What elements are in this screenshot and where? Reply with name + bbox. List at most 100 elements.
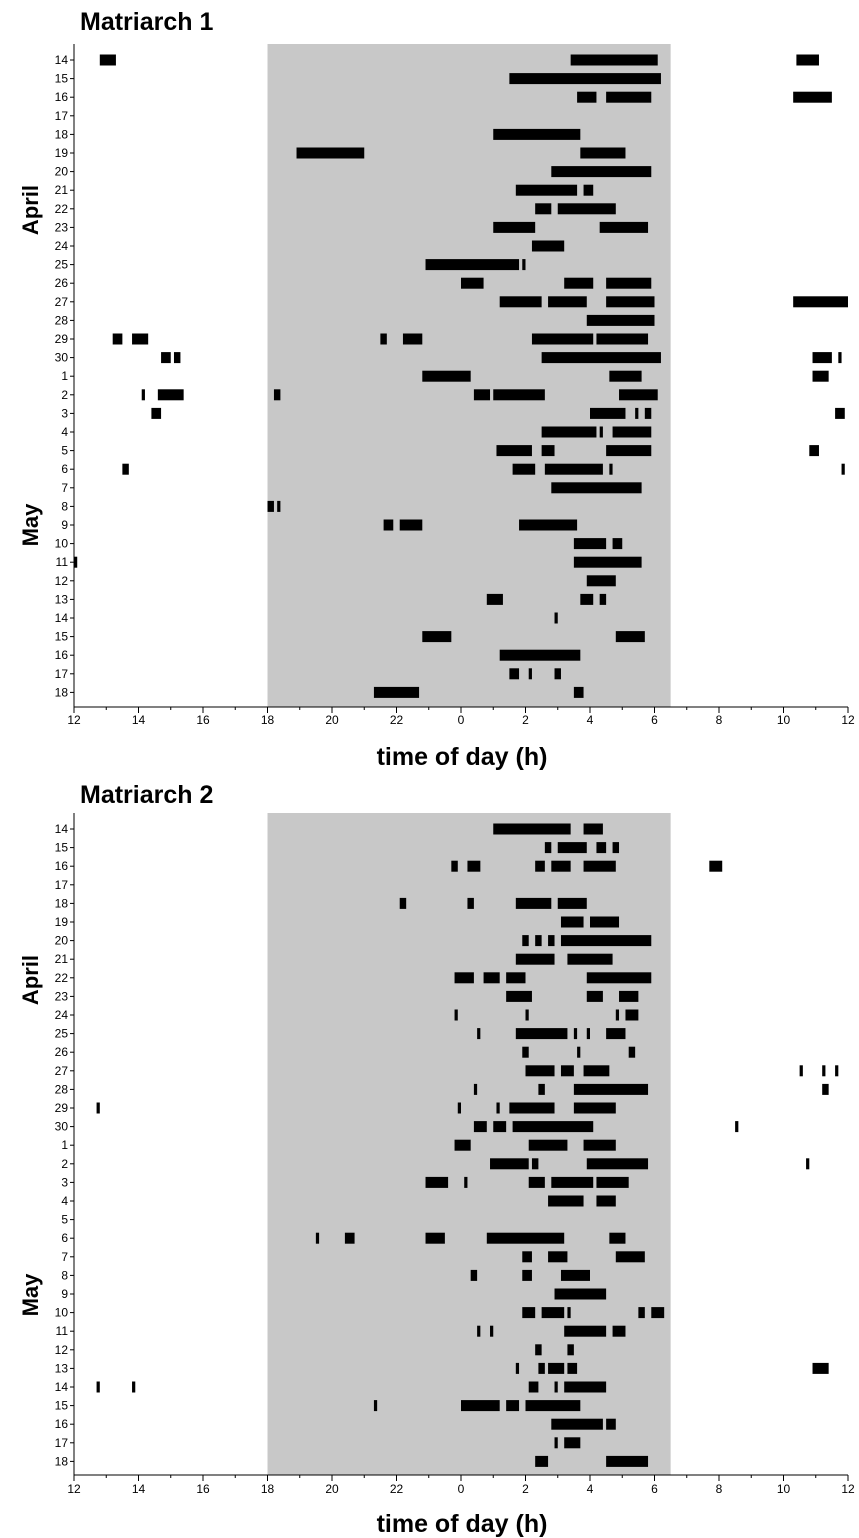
activity-bout bbox=[551, 482, 642, 494]
y-tick-label: 20 bbox=[55, 165, 69, 179]
activity-bout bbox=[567, 1307, 571, 1319]
activity-bout bbox=[399, 519, 423, 531]
activity-bout bbox=[560, 935, 652, 947]
activity-bout bbox=[548, 296, 587, 308]
y-tick-label: 22 bbox=[55, 202, 69, 216]
activity-bout bbox=[619, 389, 658, 401]
activity-bout bbox=[625, 1009, 639, 1021]
activity-bout bbox=[457, 1102, 461, 1114]
activity-bout bbox=[551, 1176, 594, 1188]
activity-bout bbox=[535, 1455, 549, 1467]
x-tick-label: 4 bbox=[587, 1482, 594, 1496]
x-tick-label: 10 bbox=[777, 713, 791, 727]
y-tick-label: 4 bbox=[61, 425, 68, 439]
activity-bout bbox=[812, 370, 829, 382]
y-tick-label: 18 bbox=[55, 127, 69, 141]
activity-bout bbox=[580, 147, 626, 159]
activity-bout bbox=[451, 860, 458, 872]
activity-bout bbox=[564, 1437, 581, 1449]
activity-bout bbox=[467, 860, 481, 872]
activity-bout bbox=[490, 1158, 529, 1170]
activity-bout bbox=[615, 1009, 620, 1021]
activity-bout bbox=[619, 990, 639, 1002]
y-tick-label: 20 bbox=[55, 934, 69, 948]
activity-bout bbox=[560, 1269, 590, 1281]
activity-bout bbox=[548, 1362, 565, 1374]
activity-bout bbox=[151, 407, 162, 419]
y-tick-label: 15 bbox=[55, 841, 69, 855]
activity-bout bbox=[599, 426, 603, 438]
activity-bout bbox=[173, 352, 181, 364]
activity-bout bbox=[606, 296, 655, 308]
activity-bout bbox=[586, 990, 603, 1002]
activity-bout bbox=[467, 897, 474, 909]
x-tick-label: 12 bbox=[67, 1482, 81, 1496]
y-tick-label: 23 bbox=[55, 220, 69, 234]
x-tick-label: 4 bbox=[587, 713, 594, 727]
activity-bout bbox=[96, 1102, 100, 1114]
activity-bout bbox=[538, 1083, 545, 1095]
activity-bout bbox=[493, 823, 571, 835]
x-tick-label: 12 bbox=[841, 1482, 855, 1496]
panel-matriarch-2: Matriarch 2 April May time of day (h) 12… bbox=[18, 781, 855, 1538]
panel-title: Matriarch 2 bbox=[80, 781, 213, 809]
activity-bout bbox=[473, 1121, 487, 1133]
activity-bout bbox=[132, 333, 149, 345]
activity-bout bbox=[525, 1400, 581, 1412]
activity-bout bbox=[557, 203, 616, 215]
y-tick-label: 14 bbox=[55, 1380, 69, 1394]
activity-bout bbox=[638, 1307, 645, 1319]
activity-bout bbox=[573, 538, 607, 550]
activity-bout bbox=[506, 990, 532, 1002]
y-tick-label: 13 bbox=[55, 1361, 69, 1375]
y-tick-label: 8 bbox=[61, 499, 68, 513]
activity-bout bbox=[522, 1269, 532, 1281]
activity-bout bbox=[612, 426, 652, 438]
activity-bout bbox=[161, 352, 171, 364]
activity-bout bbox=[596, 333, 649, 345]
activity-bout bbox=[599, 221, 649, 233]
activity-bout bbox=[522, 259, 526, 271]
activity-bout bbox=[525, 1009, 529, 1021]
activity-bout bbox=[522, 935, 529, 947]
activity-bout bbox=[590, 407, 626, 419]
activity-bout bbox=[809, 445, 819, 457]
activity-bout bbox=[557, 897, 587, 909]
y-tick-label: 21 bbox=[55, 183, 69, 197]
activity-bout bbox=[454, 1139, 471, 1151]
x-axis-label: time of day (h) bbox=[377, 1510, 548, 1538]
y-tick-label: 13 bbox=[55, 592, 69, 606]
y-tick-label: 7 bbox=[61, 481, 68, 495]
x-tick-label: 16 bbox=[196, 713, 210, 727]
y-tick-label: 30 bbox=[55, 1120, 69, 1134]
x-tick-label: 16 bbox=[196, 1482, 210, 1496]
activity-bout bbox=[512, 1121, 594, 1133]
activity-bout bbox=[548, 935, 555, 947]
activity-bout bbox=[528, 1381, 539, 1393]
month-label-may: May bbox=[18, 503, 43, 547]
activity-bout bbox=[612, 1325, 626, 1337]
activity-bout bbox=[425, 1232, 445, 1244]
activity-bout bbox=[564, 1325, 607, 1337]
activity-bout bbox=[557, 842, 587, 854]
month-label-april: April bbox=[18, 185, 43, 235]
activity-bout bbox=[515, 1362, 520, 1374]
y-tick-label: 28 bbox=[55, 1082, 69, 1096]
activity-bout bbox=[490, 1325, 494, 1337]
x-tick-label: 0 bbox=[458, 1482, 465, 1496]
y-tick-label: 16 bbox=[55, 859, 69, 873]
activity-bout bbox=[583, 823, 603, 835]
activity-bout bbox=[454, 1009, 458, 1021]
y-tick-label: 17 bbox=[55, 109, 69, 123]
activity-bout bbox=[609, 370, 642, 382]
y-tick-label: 1 bbox=[61, 369, 68, 383]
y-tick-label: 9 bbox=[61, 518, 68, 532]
y-tick-label: 24 bbox=[55, 239, 69, 253]
activity-bout bbox=[835, 407, 845, 419]
y-tick-label: 19 bbox=[55, 915, 69, 929]
activity-bout bbox=[528, 1139, 568, 1151]
x-tick-label: 8 bbox=[716, 1482, 723, 1496]
y-tick-label: 11 bbox=[56, 1324, 69, 1338]
activity-bout bbox=[573, 1083, 649, 1095]
activity-bout bbox=[567, 1362, 578, 1374]
